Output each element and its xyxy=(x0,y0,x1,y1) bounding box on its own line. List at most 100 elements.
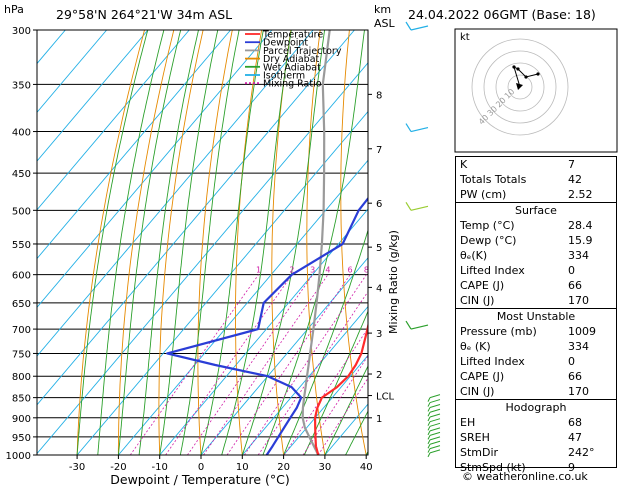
pressure-tick-label: 350 xyxy=(12,80,31,91)
wind-barb xyxy=(427,440,441,449)
isotherm-line xyxy=(37,30,314,357)
pressure-tick-label: 700 xyxy=(12,325,31,336)
wind-barb xyxy=(427,408,441,417)
wet-adiabat-line xyxy=(97,30,165,455)
plot-area: 1 2 3 4 6 8 10 15 20 25 xyxy=(37,30,449,455)
index-row: EH 68 xyxy=(460,416,582,429)
mixing-ratio-line xyxy=(203,274,329,455)
location-title: 29°58'N 264°21'W 34m ASL xyxy=(56,7,232,22)
wind-barb xyxy=(427,422,441,431)
x-axis-title: Dewpoint / Temperature (°C) xyxy=(110,472,289,486)
index-row: StmDir 242° xyxy=(460,446,595,459)
km-tick-label: 2 xyxy=(376,370,382,381)
index-row: CAPE (J) 66 xyxy=(460,370,582,383)
pressure-tick-label: 600 xyxy=(12,271,31,282)
surface-heading: Surface xyxy=(515,204,557,217)
km-tick-label: 5 xyxy=(376,243,382,254)
wind-barb xyxy=(405,202,429,211)
parcel-trajectory-line xyxy=(301,30,331,455)
temperature-line xyxy=(314,321,368,455)
dry-adiabat-line xyxy=(340,30,367,455)
datetime-title: 24.04.2022 06GMT (Base: 18) xyxy=(408,7,596,22)
pressure-tick-label: 450 xyxy=(12,169,31,180)
temperature-tick-label: 30 xyxy=(319,462,332,473)
mixing-ratio-label: 25 xyxy=(431,266,441,275)
wind-barb xyxy=(427,394,441,402)
mixing-ratio-line xyxy=(165,274,293,455)
temperature-tick-label: -10 xyxy=(152,462,168,473)
dry-adiabat-line xyxy=(406,30,449,455)
dry-adiabat-line xyxy=(158,30,204,455)
wind-barb xyxy=(427,445,441,453)
pressure-tick-label: 750 xyxy=(12,349,31,360)
mixing-ratio-label: 20 xyxy=(417,266,427,275)
hodograph-ring xyxy=(483,50,557,124)
hodograph-ring xyxy=(495,62,545,112)
dry-adiabat-line xyxy=(271,30,292,455)
isotherm-line xyxy=(37,30,108,113)
mixing-ratio-line xyxy=(257,290,368,455)
hodograph-heading: Hodograph xyxy=(505,401,567,414)
most-unstable-indices: Most Unstable Pressure (mb) 1009 θₑ (K) 33… xyxy=(456,308,616,399)
index-row: CAPE (J) 66 xyxy=(460,279,582,292)
hodograph-point xyxy=(536,72,540,76)
index-row: θₑ (K) 334 xyxy=(460,340,589,353)
wet-adiabat-line xyxy=(303,310,368,455)
wet-adiabat-line xyxy=(200,30,264,455)
lcl-label: LCL xyxy=(376,392,395,403)
surface-indices: Surface Temp (°C) 28.4 Dewp (°C) 15.9 θₑ(K… xyxy=(456,202,616,308)
wind-barb xyxy=(427,403,441,412)
storm-motion-marker xyxy=(516,83,523,90)
index-row: CIN (J) 170 xyxy=(460,294,589,307)
mixing-ratio-label: 1 xyxy=(256,266,261,275)
wind-barb xyxy=(405,21,429,31)
temperature-tick-label: 40 xyxy=(360,462,373,473)
isotherm-line xyxy=(159,208,368,455)
km-unit-label: km xyxy=(374,3,391,16)
pressure-tick-label: 300 xyxy=(12,26,31,37)
isotherm-line xyxy=(37,30,231,260)
mixing-ratio-line xyxy=(226,274,351,455)
dry-adiabat-line xyxy=(76,30,145,455)
temperature-tick-label: 0 xyxy=(198,462,204,473)
isotherm-line xyxy=(37,30,66,65)
wet-adiabat-line xyxy=(324,365,368,455)
index-row: Lifted Index 0 xyxy=(460,355,575,368)
wind-barbs xyxy=(405,21,441,458)
asl-unit-label: ASL xyxy=(374,17,396,30)
pressure-tick-label: 1000 xyxy=(6,451,31,462)
hodograph-point xyxy=(524,75,528,79)
legend-entry: Dewpoint xyxy=(263,38,308,49)
km-tick-label: 4 xyxy=(376,283,382,294)
mixing-ratio-line xyxy=(244,274,367,455)
index-row: Dewp (°C) 15.9 xyxy=(460,234,593,247)
index-row: Temp (°C) 28.4 xyxy=(460,219,593,232)
index-row: StmSpd (kt) 9 xyxy=(460,461,575,474)
isotherm-line xyxy=(76,110,368,455)
dry-adiabat-line xyxy=(117,30,175,455)
wet-adiabat-line xyxy=(117,30,182,455)
hodograph-point xyxy=(512,65,516,69)
km-tick-label: 6 xyxy=(376,199,382,210)
index-row: PW (cm) 2.52 xyxy=(460,188,593,201)
pressure-tick-label: 950 xyxy=(12,433,31,444)
pressure-tick-label: 550 xyxy=(12,240,31,251)
legend-entry: Wet Adiabat xyxy=(263,62,321,73)
km-tick-label: 3 xyxy=(376,329,382,340)
legend-entry: Temperature xyxy=(262,30,323,41)
isotherm-line xyxy=(37,30,190,211)
pressure-tick-label: 900 xyxy=(12,414,31,425)
isotherm-line xyxy=(241,305,368,455)
wet-adiabat-line xyxy=(76,30,149,455)
index-row: Lifted Index 0 xyxy=(460,264,575,277)
mixing-ratio-label: 6 xyxy=(348,266,353,275)
km-tick-label: 7 xyxy=(376,145,382,156)
legend-entry: Dry Adiabat xyxy=(263,54,320,65)
temperature-tick-label: -30 xyxy=(69,462,85,473)
mixing-ratio-line xyxy=(317,377,368,455)
wind-barb xyxy=(427,449,441,458)
pressure-tick-label: 650 xyxy=(12,299,31,310)
pressure-tick-label: 400 xyxy=(12,128,31,139)
